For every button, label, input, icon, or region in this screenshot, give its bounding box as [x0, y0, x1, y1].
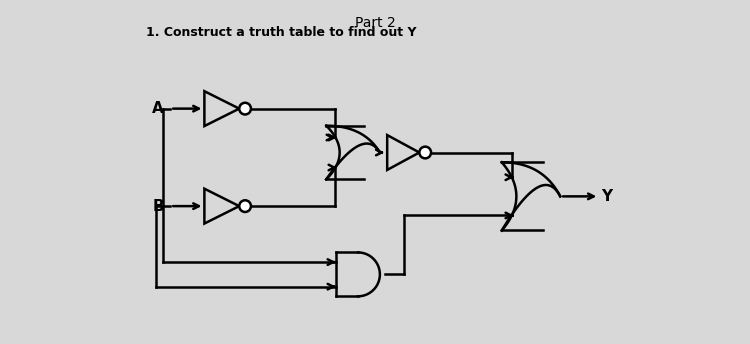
Text: 1. Construct a truth table to find out Y: 1. Construct a truth table to find out Y [146, 26, 416, 39]
Text: A: A [152, 101, 164, 116]
Circle shape [239, 200, 251, 212]
Text: Part 2: Part 2 [355, 16, 395, 30]
Text: B: B [152, 198, 164, 214]
Circle shape [239, 103, 251, 115]
Circle shape [419, 147, 431, 158]
Text: Y: Y [601, 189, 612, 204]
